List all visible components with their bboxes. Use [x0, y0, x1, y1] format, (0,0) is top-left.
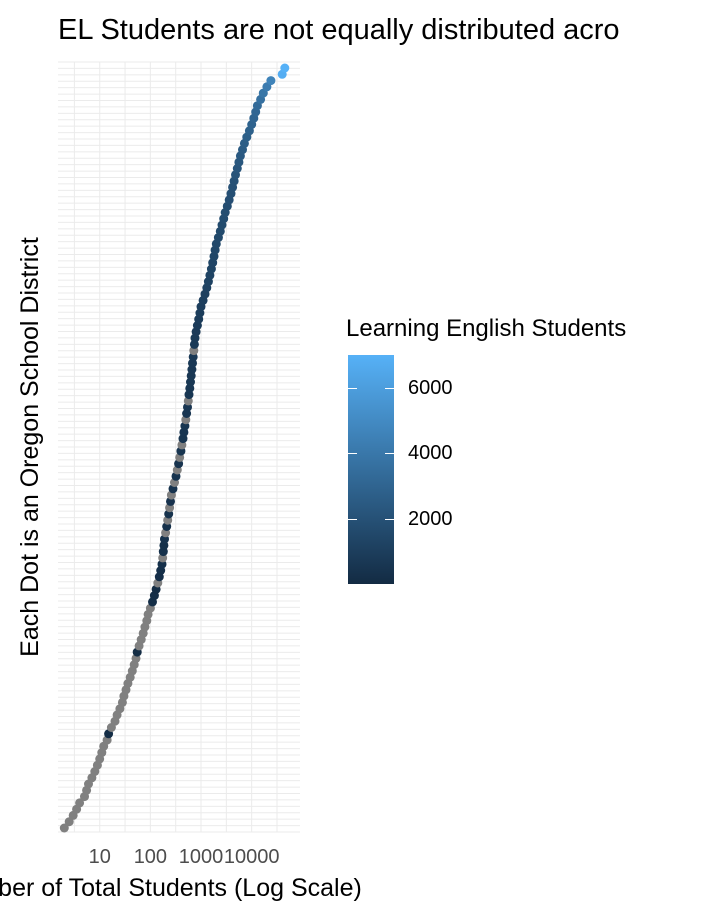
district-point: [266, 76, 276, 86]
x-tick-label: 10: [88, 846, 111, 868]
legend-tick-label: 2000: [408, 507, 453, 530]
y-axis-label: Each Dot is an Oregon School District: [16, 237, 44, 657]
legend-colorbar: [348, 355, 394, 584]
chart-title: EL Students are not equally distributed …: [58, 14, 620, 46]
x-tick-label: 10000: [223, 846, 280, 868]
x-tick-label: 1000: [178, 846, 224, 868]
district-point: [75, 798, 85, 808]
district-point: [59, 823, 69, 833]
x-tick-label: 100: [133, 846, 168, 868]
x-axis-label: ber of Total Students (Log Scale): [0, 874, 362, 902]
district-point: [280, 63, 290, 73]
legend-tick-label: 6000: [408, 376, 453, 399]
legend-title: Learning English Students: [346, 315, 627, 342]
legend-tick-label: 4000: [408, 442, 453, 465]
